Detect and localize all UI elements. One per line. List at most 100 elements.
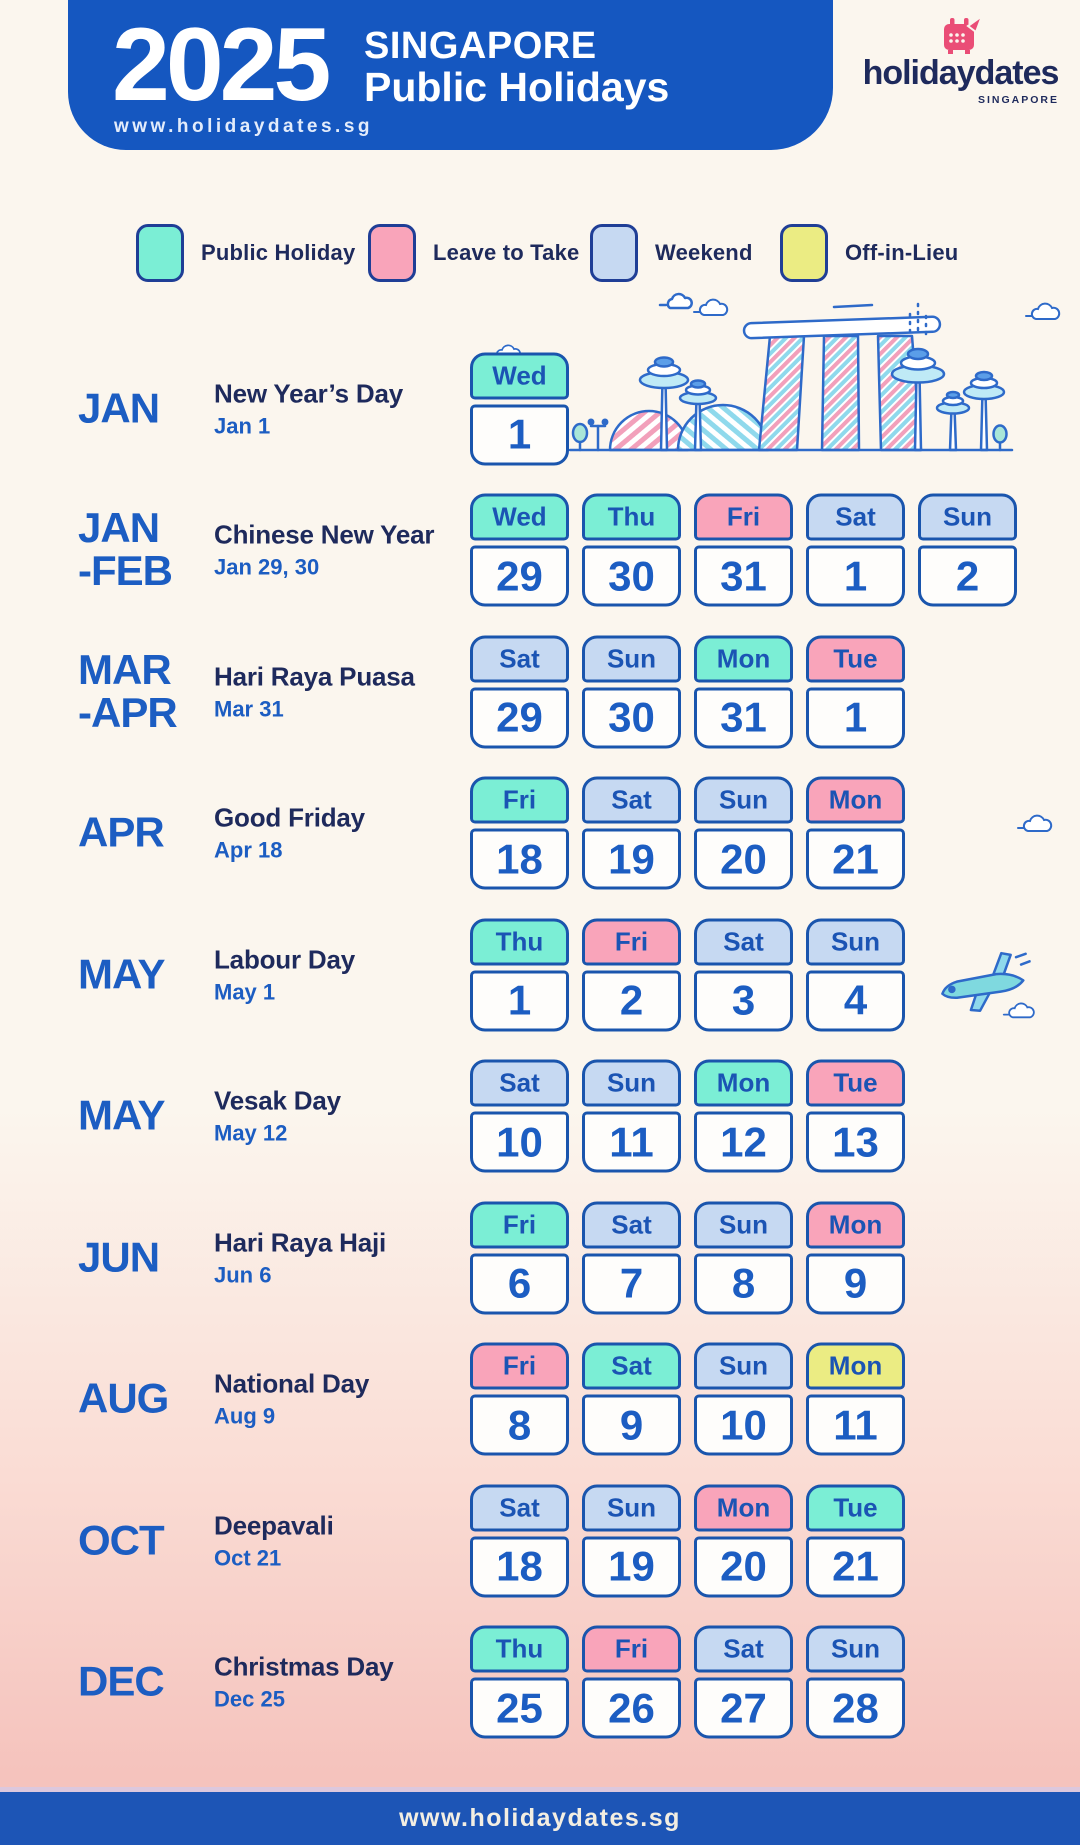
holiday-name: Hari Raya Haji [214,1227,387,1258]
day-number: 19 [582,828,681,890]
holiday-row: MAR -APR Hari Raya Puasa Mar 31 Sat 29 S… [0,621,1080,763]
day-of-week: Mon [694,1059,793,1107]
holiday-row: MAY Vesak Day May 12 Sat 10 Sun 11 Mon 1… [0,1046,1080,1188]
day-number: 20 [694,828,793,890]
month-label: JAN -FEB [78,504,173,595]
day-of-week: Thu [470,1625,569,1673]
poster-title: SINGAPORE Public Holidays [364,26,669,110]
day-number: 29 [470,687,569,749]
day-card: Fri 2 [582,918,681,1032]
footer-bar: www.holidaydates.sg [0,1787,1080,1845]
day-number: 19 [582,1536,681,1598]
day-of-week: Sat [470,1484,569,1532]
public-holiday-swatch [136,224,184,282]
day-of-week: Sun [582,635,681,683]
off-in-lieu-swatch [780,224,828,282]
day-number: 30 [582,545,681,607]
month-label: JAN [78,384,160,432]
day-cards: Sat 10 Sun 11 Mon 12 Tue 13 [470,1059,905,1173]
day-number: 12 [694,1111,793,1173]
day-card: Sat 18 [470,1484,569,1598]
day-card: Sat 3 [694,918,793,1032]
day-card: Mon 20 [694,1484,793,1598]
day-card: Sat 19 [582,776,681,890]
day-card: Sun 10 [694,1342,793,1456]
header-banner: 2025 SINGAPORE Public Holidays www.holid… [68,0,833,150]
day-card: Mon 11 [806,1342,905,1456]
day-card: Sun 11 [582,1059,681,1173]
calendar-icon [943,13,984,54]
holiday-info: Hari Raya Haji Jun 6 [214,1227,386,1288]
day-card: Sun 30 [582,635,681,749]
cloud-icon [693,298,729,316]
day-of-week: Sat [806,493,905,541]
day-number: 21 [806,1536,905,1598]
day-number: 10 [694,1394,793,1456]
day-of-week: Wed [470,352,569,400]
holiday-row: DEC Christmas Day Dec 25 Thu 25 Fri 26 S… [0,1612,1080,1754]
holiday-info: Vesak Day May 12 [214,1086,341,1147]
singapore-skyline-illustration [568,292,1014,452]
day-card: Wed 1 [470,352,569,466]
day-cards: Fri 18 Sat 19 Sun 20 Mon 21 [470,776,905,890]
cloud-icon [1025,302,1061,320]
day-of-week: Sun [694,776,793,824]
day-card: Sun 2 [918,493,1017,607]
day-number: 29 [470,545,569,607]
holiday-date: Mar 31 [214,696,284,722]
holiday-row: OCT Deepavali Oct 21 Sat 18 Sun 19 Mon 2… [0,1470,1080,1612]
day-cards: Fri 6 Sat 7 Sun 8 Mon 9 [470,1201,905,1315]
holiday-name: Hari Raya Puasa [214,661,415,692]
holiday-row: JAN New Year’s Day Jan 1 Wed 1 [0,338,1080,480]
holiday-date: May 1 [214,979,276,1005]
holiday-info: Hari Raya Puasa Mar 31 [214,661,415,722]
holiday-rows: JAN New Year’s Day Jan 1 Wed 1 JAN -FEB … [0,338,1080,1753]
day-of-week: Sat [694,918,793,966]
holiday-name: National Day [214,1368,370,1399]
day-card: Mon 21 [806,776,905,890]
holiday-row: MAY Labour Day May 1 Thu 1 Fri 2 Sat 3 [0,904,1080,1046]
legend-item-weekend: Weekend [590,222,753,284]
holiday-date: Jan 1 [214,413,271,439]
holiday-date: Aug 9 [214,1403,276,1429]
day-card: Sun 19 [582,1484,681,1598]
day-of-week: Thu [470,918,569,966]
legend-item-off-in-lieu: Off-in-Lieu [780,222,958,284]
day-of-week: Tue [806,635,905,683]
legend: Public Holiday Leave to Take Weekend Off… [0,222,1080,284]
day-card: Thu 25 [470,1625,569,1739]
month-label: MAR -APR [78,645,178,736]
day-card: Sat 1 [806,493,905,607]
day-card: Tue 13 [806,1059,905,1173]
day-of-week: Tue [806,1059,905,1107]
day-card: Thu 30 [582,493,681,607]
holiday-row: AUG National Day Aug 9 Fri 8 Sat 9 Sun 1… [0,1329,1080,1471]
day-of-week: Mon [806,1201,905,1249]
day-of-week: Fri [470,776,569,824]
day-number: 9 [582,1394,681,1456]
day-of-week: Sun [582,1059,681,1107]
month-label: MAY [78,950,165,998]
day-number: 8 [470,1394,569,1456]
day-cards: Fri 8 Sat 9 Sun 10 Mon 11 [470,1342,905,1456]
day-of-week: Fri [582,918,681,966]
day-number: 3 [694,970,793,1032]
day-number: 4 [806,970,905,1032]
title-line1: SINGAPORE [364,25,597,67]
day-card: Thu 1 [470,918,569,1032]
legend-item-public-holiday: Public Holiday [136,222,355,284]
day-of-week: Fri [470,1342,569,1390]
cloud-icon [1002,1002,1035,1019]
holiday-info: Deepavali Oct 21 [214,1510,334,1571]
day-number: 13 [806,1111,905,1173]
day-card: Tue 21 [806,1484,905,1598]
holiday-row: APR Good Friday Apr 18 Fri 18 Sat 19 Sun… [0,763,1080,905]
holiday-info: Labour Day May 1 [214,944,355,1005]
holiday-name: Labour Day [214,944,356,975]
day-card: Sat 9 [582,1342,681,1456]
day-number: 10 [470,1111,569,1173]
day-of-week: Fri [694,493,793,541]
holiday-row: JUN Hari Raya Haji Jun 6 Fri 6 Sat 7 Sun… [0,1187,1080,1329]
month-label: AUG [78,1374,169,1422]
day-number: 1 [470,970,569,1032]
